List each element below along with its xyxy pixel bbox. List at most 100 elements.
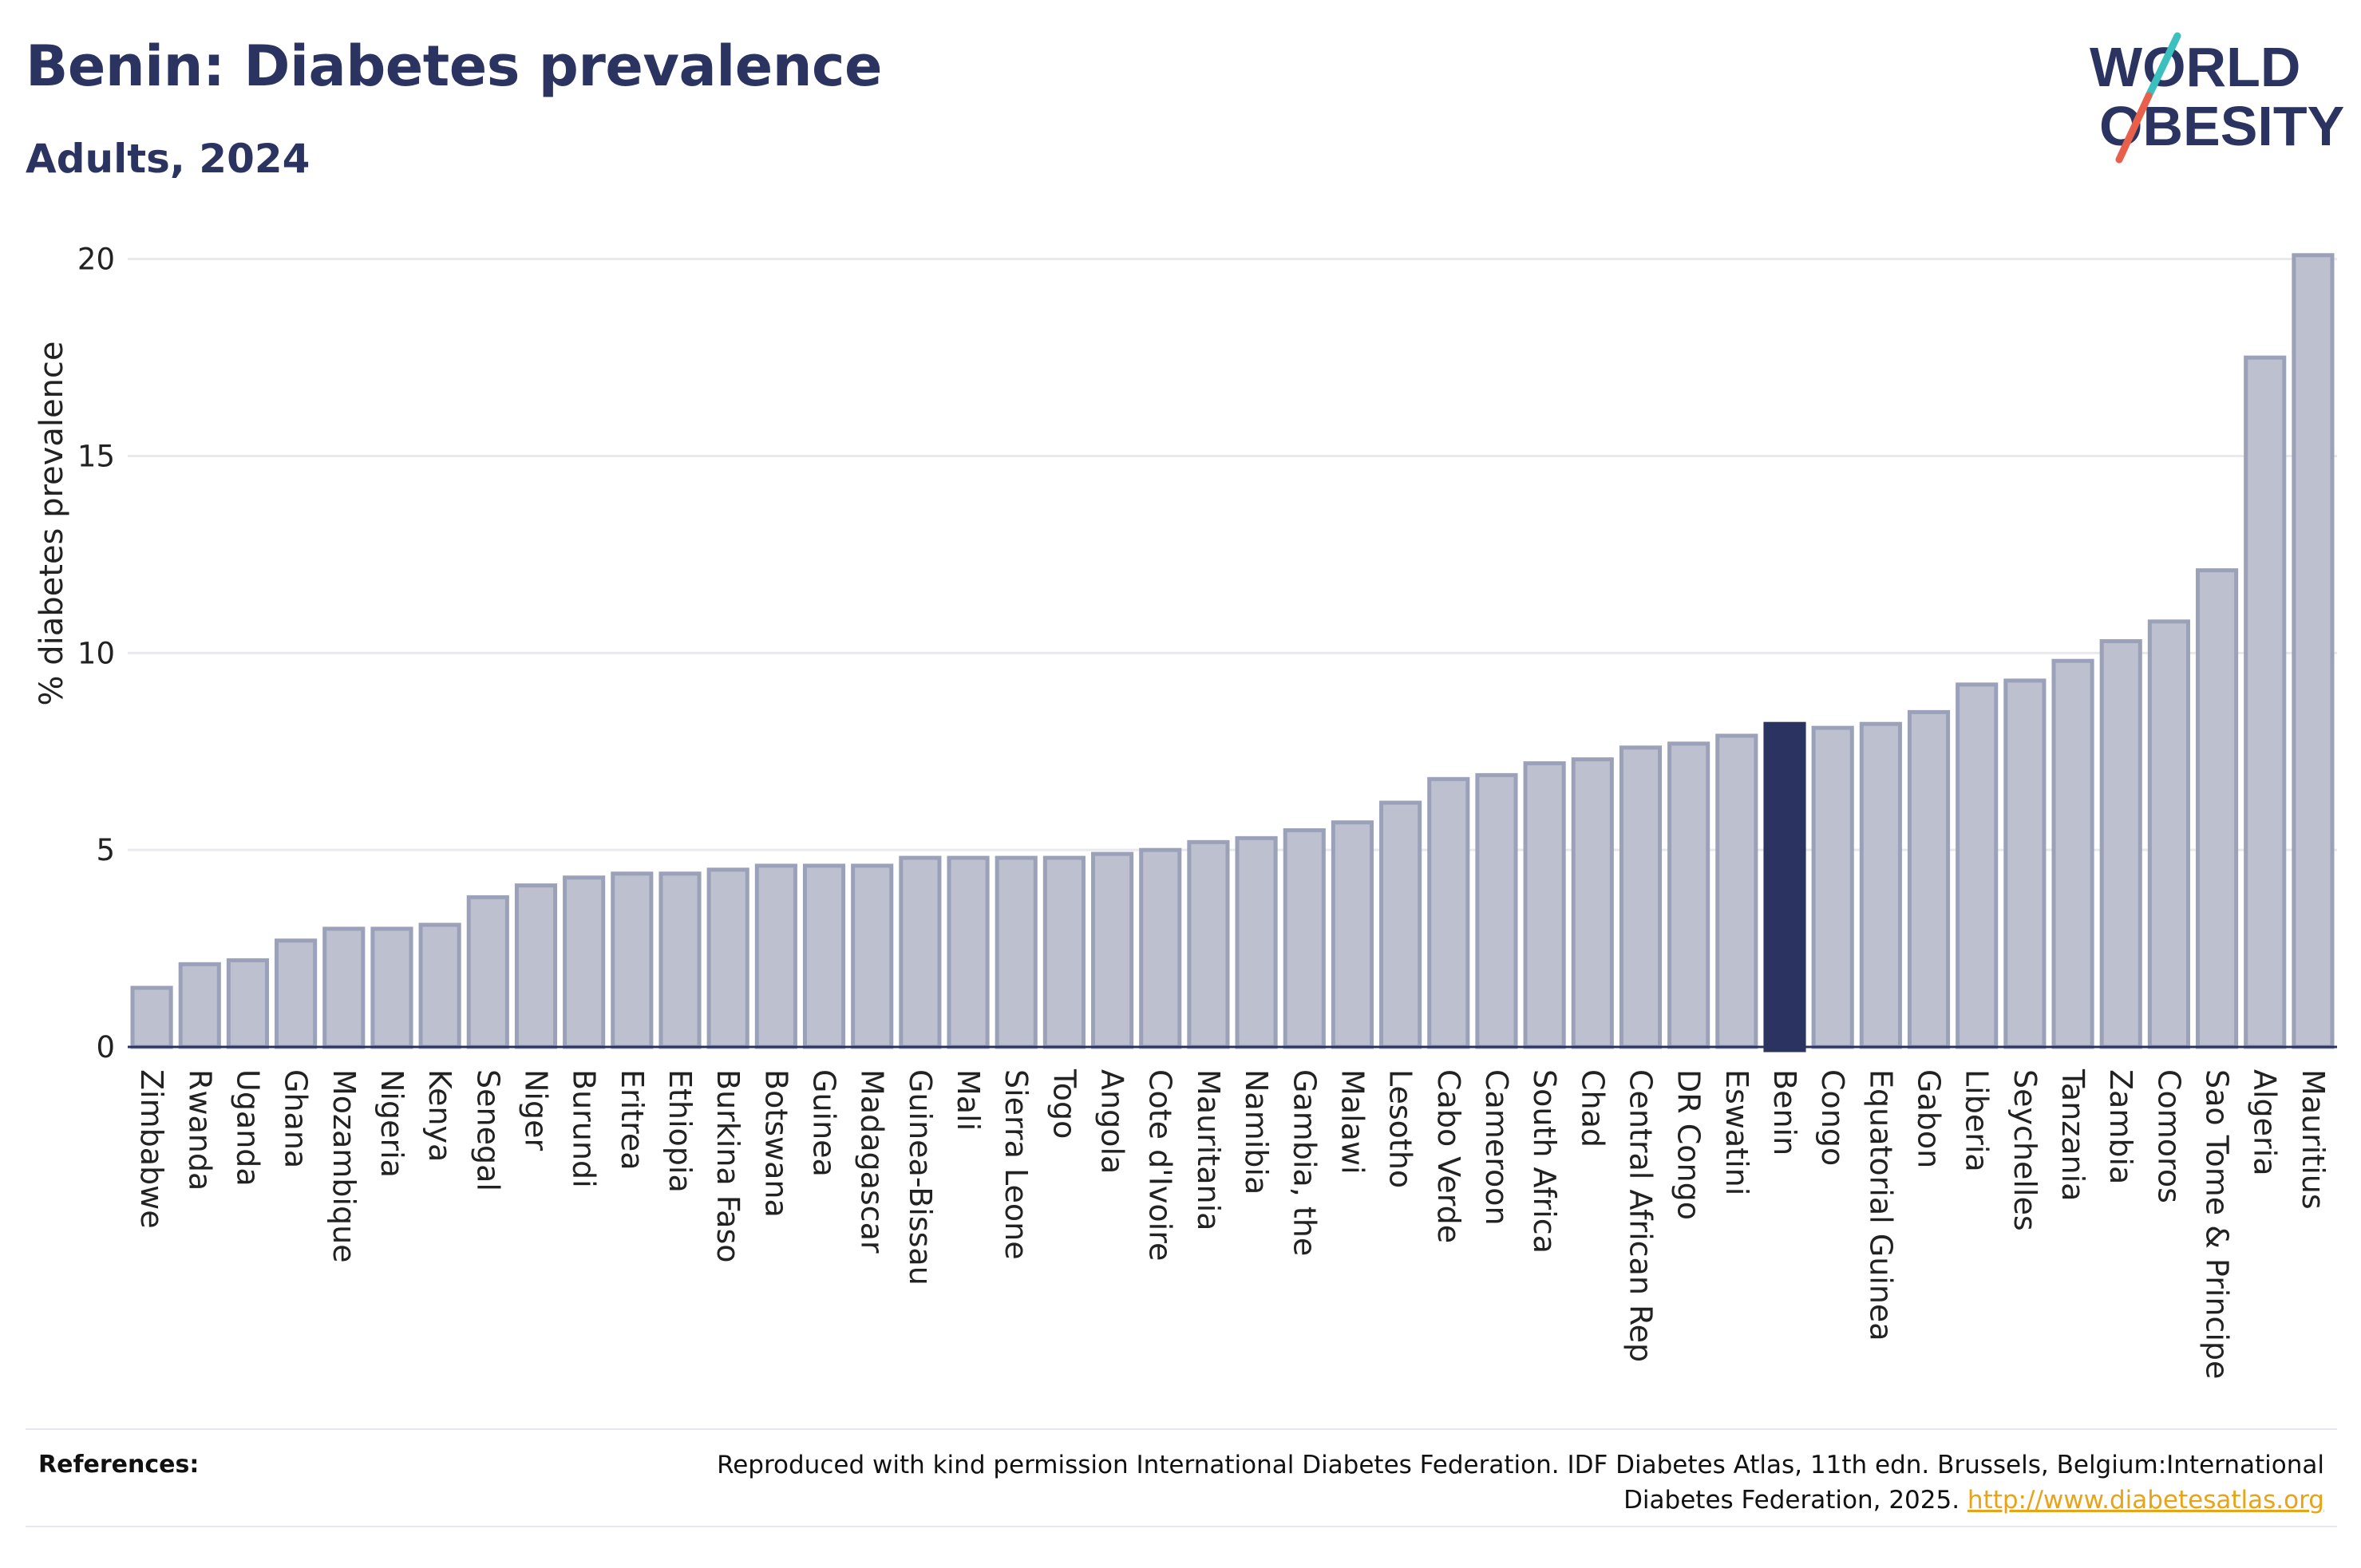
bar: [1283, 827, 1326, 1049]
bar: [1187, 839, 1230, 1049]
bar: [1235, 835, 1278, 1049]
references-text: Reproduced with kind permission Internat…: [648, 1448, 2324, 1518]
x-tick-label: Zimbabwe: [134, 1069, 169, 1229]
x-tick-label: Benin: [1767, 1069, 1802, 1155]
x-tick-label: Rwanda: [182, 1069, 217, 1191]
references-box: References: Reproduced with kind permiss…: [26, 1428, 2337, 1527]
x-tick-label: Eswatini: [1719, 1069, 1754, 1195]
bar: [178, 962, 221, 1049]
bar: [2051, 658, 2094, 1049]
bar: [899, 855, 942, 1049]
bar: [2003, 678, 2047, 1049]
x-tick-label: Guinea: [807, 1069, 842, 1177]
x-tick-label: Lesotho: [1383, 1069, 1418, 1188]
x-tick-label: Ethiopia: [662, 1069, 698, 1193]
x-tick-label: Mozambique: [326, 1069, 362, 1263]
bar: [1379, 800, 1422, 1049]
x-tick-label: Zambia: [2103, 1069, 2138, 1184]
x-tick-label: Niger: [518, 1069, 553, 1151]
bar: [802, 863, 846, 1049]
x-tick-label: Mauritania: [1191, 1069, 1226, 1230]
bar: [514, 883, 558, 1049]
bar-chart: 0 5 10 15 20 % diabetes prevalence Zimbabwe Rwa…: [34, 243, 2337, 1379]
bar: [2147, 619, 2190, 1049]
bar: [1475, 772, 1518, 1049]
x-tick-label: Sao Tome & Principe: [2200, 1069, 2235, 1379]
bar: [2099, 639, 2142, 1049]
bar: [1763, 721, 1806, 1053]
x-tick-label: South Africa: [1527, 1069, 1562, 1254]
x-tick-label: Congo: [1815, 1069, 1850, 1166]
x-tick-label: Comoros: [2151, 1069, 2186, 1203]
bar: [1619, 745, 1663, 1049]
y-tick-label: 15: [77, 440, 115, 474]
bar: [754, 863, 797, 1049]
x-tick-label: Equatorial Guinea: [1863, 1069, 1898, 1341]
bar: [1811, 725, 1854, 1049]
references-link[interactable]: http://www.diabetesatlas.org: [1967, 1486, 2324, 1515]
bar: [226, 958, 270, 1049]
bar: [947, 855, 990, 1049]
bar: [2292, 253, 2335, 1049]
bar: [130, 985, 173, 1049]
x-tick-label: Malawi: [1335, 1069, 1370, 1175]
bar: [2195, 568, 2239, 1049]
x-tick-label: Tanzania: [2055, 1068, 2090, 1201]
bar: [322, 926, 366, 1049]
bar: [1715, 733, 1758, 1049]
x-tick-label: Seychelles: [2007, 1069, 2043, 1231]
bar: [1907, 709, 1951, 1049]
bar: [706, 867, 749, 1049]
bar: [1139, 847, 1182, 1049]
x-tick-label: Chad: [1575, 1069, 1610, 1147]
bar: [1427, 776, 1470, 1049]
bar: [1859, 721, 1902, 1049]
references-label: References:: [38, 1451, 200, 1479]
x-tick-label: Togo: [1046, 1068, 1082, 1139]
x-tick-label: Burkina Faso: [710, 1069, 745, 1263]
x-tick-label: Cote d'Ivoire: [1143, 1069, 1178, 1261]
bar: [2244, 355, 2287, 1049]
logo-slash-red: [2115, 92, 2153, 164]
x-tick-label: Senegal: [470, 1069, 505, 1191]
y-tick-label: 10: [77, 636, 115, 670]
y-axis-label: % diabetes prevalence: [34, 341, 70, 705]
logo-slash-teal: [2145, 32, 2181, 100]
x-tick-label: Guinea-Bissau: [903, 1069, 938, 1286]
references-body: Reproduced with kind permission Internat…: [717, 1451, 2324, 1515]
x-tick-label: Sierra Leone: [999, 1069, 1034, 1260]
bar: [1667, 741, 1710, 1049]
bar: [1042, 855, 1086, 1049]
bar: [1331, 820, 1374, 1049]
bar: [1956, 682, 1999, 1049]
x-tick-label: Central African Rep: [1623, 1069, 1658, 1362]
logo-line1: WORLD: [2090, 36, 2300, 98]
x-tick-label: Gambia, the: [1287, 1069, 1322, 1256]
y-tick-label: 20: [77, 243, 115, 277]
x-tick-label: Angola: [1095, 1069, 1130, 1174]
bar: [851, 863, 894, 1049]
chart-title: Benin: Diabetes prevalence: [26, 34, 883, 99]
bar: [370, 926, 413, 1049]
world-obesity-logo: WORLD OBESITY: [2075, 32, 2347, 168]
x-tick-label: Ghana: [279, 1069, 314, 1168]
x-tick-label: Botswana: [758, 1069, 793, 1218]
x-tick-label: Gabon: [1912, 1069, 1947, 1168]
x-tick-label: Algeria: [2248, 1069, 2283, 1176]
bar: [418, 922, 461, 1049]
bar: [1523, 761, 1566, 1049]
x-tick-label: Burundi: [567, 1069, 602, 1188]
x-tick-label: Nigeria: [374, 1069, 409, 1178]
bar: [995, 855, 1038, 1049]
bar: [611, 871, 654, 1049]
x-tick-label: Namibia: [1239, 1069, 1274, 1195]
x-tick-label: Liberia: [1960, 1069, 1995, 1172]
bar: [1090, 851, 1134, 1049]
x-tick-label: Kenya: [422, 1069, 457, 1162]
bar: [563, 875, 606, 1049]
x-tick-label: Cameroon: [1479, 1069, 1514, 1226]
y-tick-label: 0: [96, 1030, 115, 1064]
y-tick-label: 5: [96, 833, 115, 867]
x-tick-label: Cabo Verde: [1431, 1069, 1466, 1243]
chart-subtitle: Adults, 2024: [26, 136, 310, 182]
